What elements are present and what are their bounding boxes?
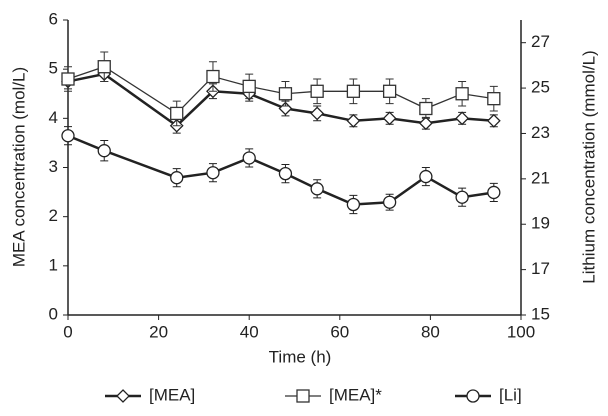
marker (296, 389, 310, 403)
marker (242, 151, 256, 165)
y2-tick-label: 21 (531, 168, 550, 187)
marker (278, 87, 293, 101)
marker (206, 69, 220, 84)
marker (310, 106, 325, 121)
marker (418, 116, 433, 131)
marker (170, 171, 184, 185)
marker (310, 182, 324, 196)
x-tick-label: 80 (421, 322, 440, 341)
x-tick-label: 60 (330, 322, 349, 341)
y2-tick-label: 23 (531, 123, 550, 142)
y2-tick-label: 15 (531, 304, 550, 323)
marker (346, 197, 361, 212)
marker (487, 92, 501, 106)
y-tick-label: 5 (49, 59, 58, 78)
series-line (67, 134, 495, 206)
y2-tick-label: 19 (531, 214, 550, 233)
marker (419, 101, 433, 116)
marker (116, 389, 130, 403)
y2-axis-label: Lithium concentration (mmol/L) (579, 50, 598, 283)
x-axis-label: Time (h) (269, 347, 332, 366)
marker (278, 166, 293, 181)
y-tick-label: 3 (49, 157, 58, 176)
marker (455, 87, 469, 101)
marker (242, 79, 256, 94)
marker (382, 84, 397, 98)
marker (170, 106, 184, 121)
marker (455, 111, 470, 126)
y-tick-label: 4 (49, 108, 58, 127)
y-tick-label: 0 (49, 304, 58, 323)
x-tick-label: 100 (507, 322, 535, 341)
y2-tick-label: 27 (531, 32, 550, 51)
y2-tick-label: 17 (531, 259, 550, 278)
marker (346, 84, 361, 98)
marker (346, 113, 361, 128)
marker (61, 129, 75, 143)
y-tick-label: 1 (49, 255, 58, 274)
marker (382, 195, 397, 209)
y-axis-label: MEA concentration (mol/L) (9, 67, 28, 267)
x-tick-label: 0 (63, 322, 72, 341)
y-tick-label: 6 (49, 9, 58, 28)
legend-label: [Li] (499, 385, 522, 404)
marker (486, 113, 501, 128)
marker (419, 169, 433, 184)
marker (382, 111, 397, 126)
marker (61, 72, 75, 86)
y-tick-label: 2 (49, 206, 58, 225)
legend-label: [MEA]* (329, 385, 382, 404)
marker (487, 185, 501, 200)
x-tick-label: 40 (240, 322, 259, 341)
legend-label: [MEA] (149, 385, 195, 404)
marker (310, 84, 324, 98)
marker (466, 389, 480, 403)
marker (206, 166, 220, 180)
marker (455, 190, 469, 204)
y2-tick-label: 25 (531, 78, 550, 97)
x-tick-label: 20 (149, 322, 168, 341)
marker (97, 144, 111, 158)
marker (97, 60, 111, 74)
